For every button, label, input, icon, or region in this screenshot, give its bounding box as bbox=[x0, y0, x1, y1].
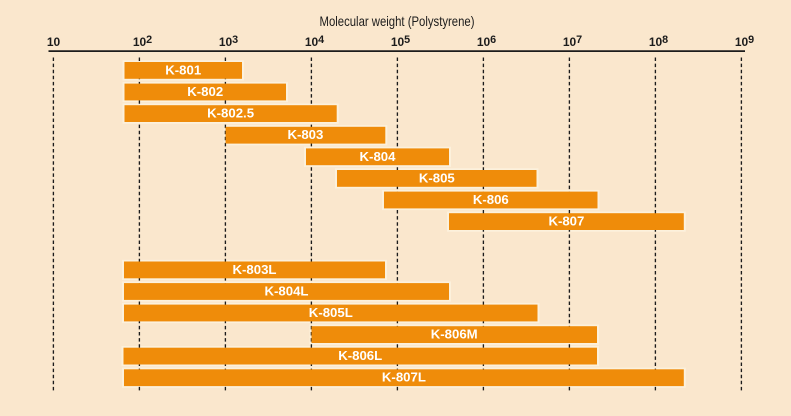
svg-text:K-803: K-803 bbox=[287, 127, 323, 142]
svg-text:10: 10 bbox=[649, 35, 663, 49]
svg-text:10: 10 bbox=[477, 35, 491, 49]
svg-text:K-804: K-804 bbox=[360, 149, 397, 164]
svg-text:10: 10 bbox=[305, 35, 319, 49]
svg-text:3: 3 bbox=[232, 34, 238, 46]
svg-text:K-804L: K-804L bbox=[265, 284, 309, 299]
svg-text:10: 10 bbox=[47, 35, 61, 49]
svg-text:10: 10 bbox=[735, 35, 749, 49]
svg-text:K-803L: K-803L bbox=[233, 262, 277, 277]
svg-text:K-806M: K-806M bbox=[431, 327, 478, 342]
svg-text:10: 10 bbox=[133, 35, 147, 49]
svg-text:K-805L: K-805L bbox=[309, 305, 353, 320]
svg-text:K-807: K-807 bbox=[548, 214, 584, 229]
svg-text:K-805: K-805 bbox=[419, 170, 455, 185]
svg-text:K-802.5: K-802.5 bbox=[207, 106, 254, 121]
svg-text:7: 7 bbox=[576, 34, 582, 46]
svg-text:K-807L: K-807L bbox=[382, 370, 426, 385]
svg-text:9: 9 bbox=[748, 34, 754, 46]
svg-text:4: 4 bbox=[318, 34, 324, 46]
svg-text:K-806: K-806 bbox=[473, 192, 509, 207]
svg-text:10: 10 bbox=[219, 35, 233, 49]
svg-text:6: 6 bbox=[490, 34, 496, 46]
svg-text:K-806L: K-806L bbox=[338, 348, 382, 363]
svg-text:10: 10 bbox=[563, 35, 577, 49]
svg-text:K-802: K-802 bbox=[187, 84, 223, 99]
svg-text:8: 8 bbox=[662, 34, 668, 46]
svg-text:2: 2 bbox=[146, 34, 152, 46]
svg-text:Molecular weight (Polystyrene): Molecular weight (Polystyrene) bbox=[320, 13, 475, 29]
svg-text:K-801: K-801 bbox=[165, 62, 201, 77]
svg-text:5: 5 bbox=[404, 34, 410, 46]
svg-text:10: 10 bbox=[391, 35, 405, 49]
